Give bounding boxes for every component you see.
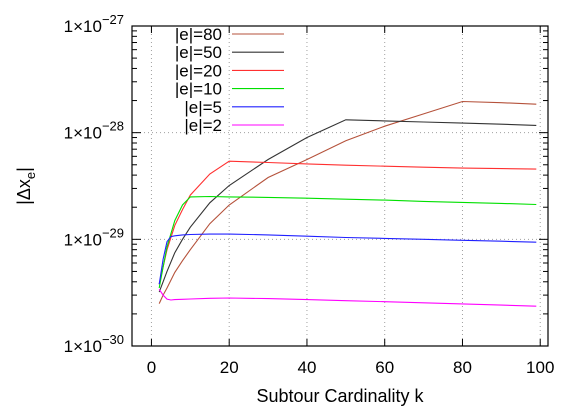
y-tick-label: 1×10−27 (64, 12, 124, 36)
series-line (158, 119, 537, 293)
y-axis-label-close: | (14, 167, 34, 172)
y-axis-label-main: |Δx (14, 179, 34, 205)
series-line (158, 233, 537, 285)
series-line (158, 100, 537, 304)
legend-label: |e|=80 (175, 25, 222, 44)
x-axis-label: Subtour Cardinality k (256, 386, 424, 406)
y-tick-labels: 1×10−301×10−291×10−281×10−27 (64, 12, 124, 356)
y-tick-label-base: 1×10 (64, 337, 102, 356)
legend-label: |e|=50 (175, 43, 222, 62)
y-tick-label: 1×10−30 (64, 332, 124, 356)
y-axis-label: |Δxe| (14, 167, 38, 205)
x-tick-label: 60 (375, 358, 394, 377)
x-tick-label: 40 (297, 358, 316, 377)
legend-label: |e|=2 (184, 116, 222, 135)
y-tick-label-exponent: −27 (102, 12, 124, 27)
y-axis-label-subscript: e (23, 172, 38, 179)
x-tick-label: 0 (147, 358, 156, 377)
y-tick-label-exponent: −28 (102, 119, 124, 134)
y-tick-label-base: 1×10 (64, 124, 102, 143)
y-tick-label-exponent: −29 (102, 225, 124, 240)
y-tick-label: 1×10−29 (64, 225, 124, 249)
series-line (158, 288, 537, 307)
y-tick-label-base: 1×10 (64, 17, 102, 36)
x-tick-label: 100 (526, 358, 554, 377)
x-tick-labels: 0 20 40 60 80 100 (147, 358, 555, 377)
series-line (158, 195, 537, 289)
plot-frame (131, 25, 549, 347)
legend-label: |e|=10 (175, 80, 222, 99)
x-tick-label: 20 (220, 358, 239, 377)
legend-label: |e|=5 (184, 98, 222, 117)
axis-ticks (132, 25, 548, 347)
y-tick-label-exponent: −30 (102, 332, 124, 347)
legend: |e|=80|e|=50|e|=20|e|=10|e|=5|e|=2 (175, 25, 284, 135)
y-tick-label-base: 1×10 (64, 230, 102, 249)
legend-label: |e|=20 (175, 61, 222, 80)
y-tick-label: 1×10−28 (64, 119, 124, 143)
series-line (158, 160, 537, 285)
x-tick-label: 80 (453, 358, 472, 377)
series-lines (158, 100, 537, 307)
